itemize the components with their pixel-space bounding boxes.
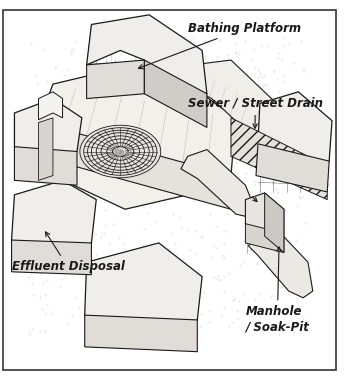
Polygon shape [14,98,82,161]
Polygon shape [231,118,327,200]
Ellipse shape [113,147,128,156]
Polygon shape [181,150,255,217]
Polygon shape [188,60,327,180]
Polygon shape [256,144,329,192]
Polygon shape [87,60,144,98]
Polygon shape [85,315,197,352]
Polygon shape [265,193,284,253]
Polygon shape [12,240,92,275]
Polygon shape [14,147,77,185]
Ellipse shape [80,125,161,178]
Polygon shape [12,180,96,257]
Polygon shape [85,243,202,339]
Text: Bathing Platform: Bathing Platform [138,22,301,69]
Polygon shape [248,226,313,298]
Text: Effluent Disposal: Effluent Disposal [12,232,124,274]
Text: Manhole
/ Soak-Pit: Manhole / Soak-Pit [245,247,309,334]
Polygon shape [38,60,236,209]
Polygon shape [38,123,231,209]
Text: Sewer / Street Drain: Sewer / Street Drain [188,97,323,128]
Polygon shape [87,15,207,94]
Polygon shape [38,118,53,180]
Polygon shape [245,224,284,253]
Polygon shape [144,60,207,127]
Polygon shape [245,193,284,240]
Polygon shape [38,92,63,120]
Polygon shape [258,92,332,173]
